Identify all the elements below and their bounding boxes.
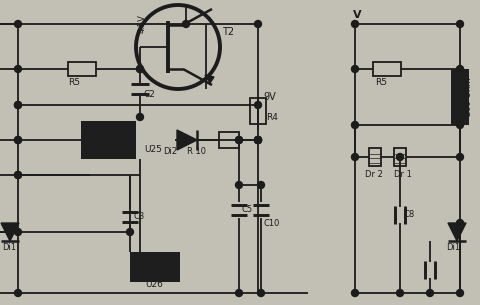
Text: C3: C3 xyxy=(134,212,145,221)
Circle shape xyxy=(236,289,242,296)
Text: R4: R4 xyxy=(266,113,278,122)
Circle shape xyxy=(254,102,262,109)
Circle shape xyxy=(14,102,22,109)
Text: V: V xyxy=(353,10,361,20)
Circle shape xyxy=(456,121,464,128)
Bar xyxy=(219,132,239,148)
Text: Dr 2: Dr 2 xyxy=(365,170,383,179)
Circle shape xyxy=(136,66,144,73)
Circle shape xyxy=(14,66,22,73)
Circle shape xyxy=(14,102,22,109)
Circle shape xyxy=(254,137,262,143)
Text: 9V: 9V xyxy=(263,92,276,102)
Circle shape xyxy=(257,289,264,296)
Circle shape xyxy=(456,66,464,73)
Circle shape xyxy=(14,289,22,296)
Bar xyxy=(373,62,401,76)
Text: T2: T2 xyxy=(222,27,234,37)
Text: Di1: Di1 xyxy=(2,243,16,252)
Circle shape xyxy=(236,181,242,188)
Circle shape xyxy=(254,137,262,143)
Circle shape xyxy=(136,113,144,120)
Circle shape xyxy=(351,121,359,128)
Circle shape xyxy=(236,137,242,143)
Circle shape xyxy=(182,20,190,27)
Circle shape xyxy=(396,289,404,296)
Text: 200 Ohm: 200 Ohm xyxy=(464,78,473,116)
Text: R 10: R 10 xyxy=(187,147,206,156)
Circle shape xyxy=(127,228,133,235)
Circle shape xyxy=(456,20,464,27)
Text: U26: U26 xyxy=(145,280,163,289)
Bar xyxy=(369,148,381,166)
Circle shape xyxy=(254,20,262,27)
Polygon shape xyxy=(448,223,466,241)
Circle shape xyxy=(136,66,144,73)
Circle shape xyxy=(456,220,464,227)
Circle shape xyxy=(14,171,22,178)
Circle shape xyxy=(14,228,22,235)
Polygon shape xyxy=(177,130,197,150)
Circle shape xyxy=(14,171,22,178)
Circle shape xyxy=(396,153,404,160)
Polygon shape xyxy=(205,75,214,83)
Bar xyxy=(81,121,135,159)
Circle shape xyxy=(14,20,22,27)
Circle shape xyxy=(14,137,22,143)
Circle shape xyxy=(254,137,262,143)
Circle shape xyxy=(351,289,359,296)
Bar xyxy=(250,98,266,124)
Bar xyxy=(68,62,96,76)
Text: R5: R5 xyxy=(68,78,80,87)
Circle shape xyxy=(254,137,262,143)
Circle shape xyxy=(236,137,242,143)
Text: R5: R5 xyxy=(375,78,387,87)
Polygon shape xyxy=(1,223,19,241)
Text: Di1: Di1 xyxy=(446,243,460,252)
Circle shape xyxy=(351,66,359,73)
Bar xyxy=(130,252,180,282)
Text: Dr 1: Dr 1 xyxy=(394,170,412,179)
Circle shape xyxy=(427,289,433,296)
Text: C5: C5 xyxy=(242,205,253,214)
Circle shape xyxy=(456,289,464,296)
Bar xyxy=(451,69,469,125)
Text: C8: C8 xyxy=(404,210,415,219)
Text: 4.5V: 4.5V xyxy=(138,14,147,33)
Circle shape xyxy=(257,181,264,188)
Circle shape xyxy=(14,137,22,143)
Circle shape xyxy=(351,20,359,27)
Bar xyxy=(394,148,406,166)
Circle shape xyxy=(456,153,464,160)
Text: C2: C2 xyxy=(144,90,156,99)
Circle shape xyxy=(351,153,359,160)
Text: C10: C10 xyxy=(264,219,280,228)
Text: Di2: Di2 xyxy=(163,147,177,156)
Text: U25: U25 xyxy=(144,145,162,154)
